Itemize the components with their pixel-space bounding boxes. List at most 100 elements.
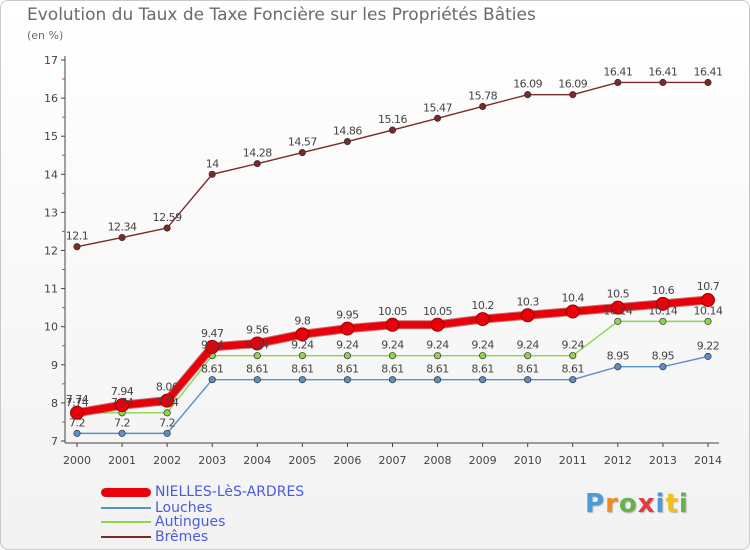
data-point (253, 352, 261, 360)
data-label: 15.78 (468, 89, 497, 102)
data-label: 8.95 (652, 350, 675, 363)
data-point (434, 352, 442, 360)
y-tick-label: 13 (44, 206, 58, 219)
legend-label-autingues: Autingues (155, 514, 226, 530)
data-label: 10.3 (516, 295, 539, 308)
data-point (73, 243, 81, 251)
data-label: 16.41 (603, 65, 632, 78)
data-label: 10.14 (648, 304, 677, 317)
data-point (298, 149, 306, 157)
data-label: 8.61 (381, 363, 404, 376)
data-point (700, 293, 715, 308)
y-tick-label: 17 (44, 54, 58, 67)
y-tick-label: 8 (51, 397, 58, 410)
data-label: 7.74 (66, 396, 89, 409)
data-point (704, 317, 712, 325)
data-label: 7.2 (114, 416, 130, 429)
data-label: 14.86 (333, 125, 362, 138)
data-label: 9.24 (201, 339, 224, 352)
data-point (524, 376, 532, 384)
data-label: 8.61 (562, 363, 585, 376)
data-label: 9.24 (426, 339, 449, 352)
data-point (479, 376, 487, 384)
data-label: 7.74 (111, 396, 134, 409)
legend-swatch-autingues (101, 521, 151, 523)
data-label: 9.95 (336, 309, 359, 322)
data-point (388, 376, 397, 384)
data-label: 16.41 (648, 65, 677, 78)
data-label: 8.06 (156, 381, 179, 394)
data-point (115, 398, 130, 413)
data-point (475, 312, 490, 327)
data-label: 15.47 (423, 101, 452, 114)
y-tick-label: 15 (44, 130, 58, 143)
data-label: 16.41 (693, 65, 722, 78)
y-tick-label: 10 (44, 321, 58, 334)
y-tick-label: 11 (44, 283, 58, 296)
data-label: 12.34 (108, 221, 137, 234)
data-point (163, 224, 171, 232)
logo-letter: t (665, 489, 679, 519)
data-point (388, 352, 397, 360)
data-point (569, 91, 577, 99)
data-point (73, 429, 81, 437)
data-point (614, 78, 622, 87)
data-label: 8.61 (246, 363, 269, 376)
data-point (704, 352, 712, 360)
data-label: 10.14 (693, 304, 722, 317)
proxiti-logo: Proxiti (585, 489, 689, 519)
data-point (520, 308, 535, 323)
x-tick-label: 2001 (108, 454, 136, 467)
x-tick-label: 2010 (514, 454, 542, 467)
data-label: 9.24 (381, 339, 404, 352)
data-label: 8.61 (291, 363, 314, 376)
data-label: 16.09 (513, 78, 542, 91)
data-label: 8.95 (607, 350, 630, 363)
legend-swatch-nielles (101, 488, 151, 497)
data-point (659, 78, 667, 87)
logo-letter: i (678, 489, 689, 519)
data-point (614, 363, 622, 371)
data-point (250, 336, 265, 351)
data-label: 7.74 (156, 396, 179, 409)
data-point (430, 317, 445, 332)
x-tick-label: 2012 (604, 454, 632, 467)
data-point (704, 78, 712, 87)
data-point (569, 352, 577, 360)
data-point (659, 317, 667, 325)
legend-label-louches: Louches (155, 500, 213, 516)
x-tick-label: 2000 (63, 454, 91, 467)
data-label: 10.2 (471, 299, 494, 312)
data-label: 9.24 (291, 339, 314, 352)
data-label: 14.57 (288, 136, 317, 149)
x-tick-label: 2014 (694, 454, 722, 467)
data-label: 9.8 (294, 314, 310, 327)
legend-label-nielles: NIELLES-LèS-ARDRES (155, 484, 305, 500)
data-point (565, 304, 580, 319)
data-label: 9.22 (697, 339, 720, 352)
x-tick-label: 2003 (198, 454, 226, 467)
data-label: 16.09 (558, 78, 587, 91)
data-point (118, 233, 126, 242)
data-label: 9.24 (246, 339, 269, 352)
x-tick-label: 2008 (424, 454, 452, 467)
data-label: 12.1 (66, 230, 89, 243)
logo-letter: o (618, 489, 638, 519)
data-label: 7.94 (111, 385, 134, 398)
data-point (160, 393, 175, 408)
data-point (388, 126, 397, 134)
data-label: 10.14 (603, 304, 632, 317)
data-point (610, 300, 625, 315)
data-point (659, 363, 667, 371)
data-label: 10.6 (652, 284, 675, 297)
data-label: 9.24 (562, 339, 585, 352)
data-point (253, 376, 261, 384)
y-tick-label: 14 (44, 168, 58, 181)
data-label: 12.59 (153, 211, 182, 224)
data-point (208, 170, 216, 178)
data-point (295, 327, 310, 342)
data-label: 8.61 (336, 363, 359, 376)
x-tick-label: 2007 (378, 454, 406, 467)
y-tick-label: 7 (51, 435, 58, 448)
